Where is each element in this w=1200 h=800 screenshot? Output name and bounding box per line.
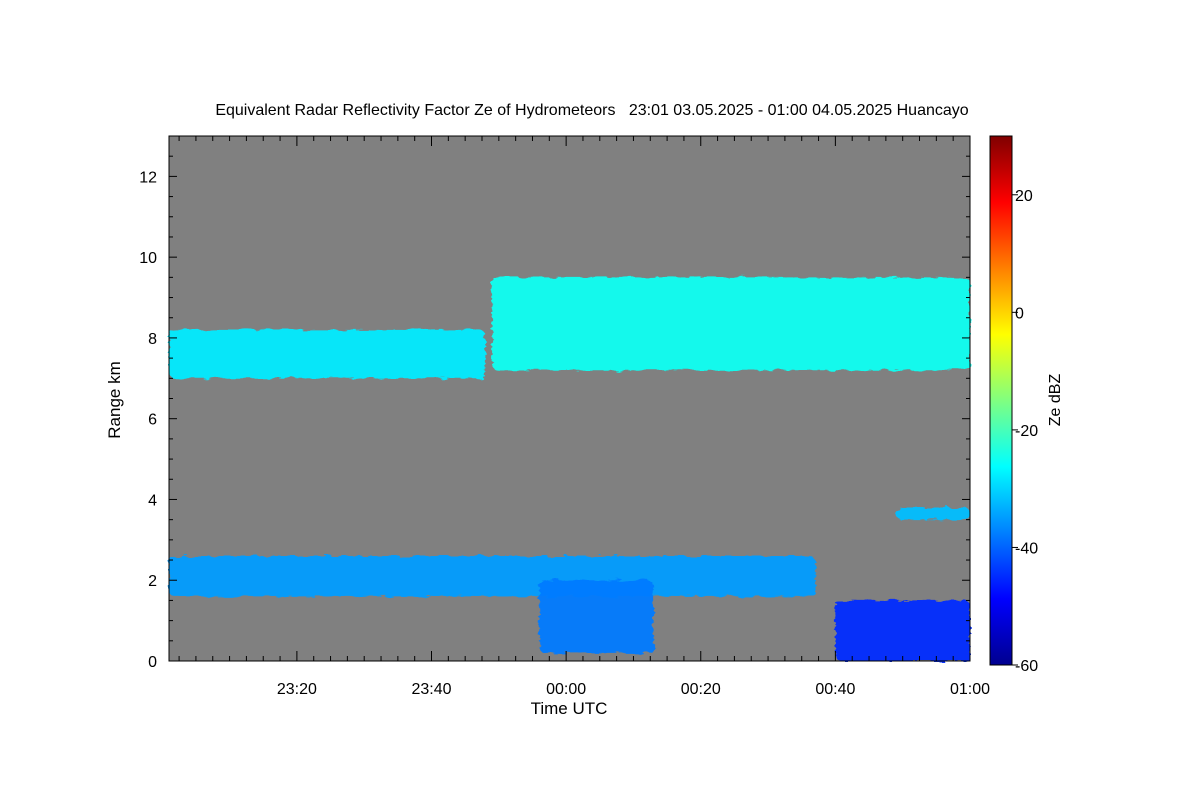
x-tick-label: 01:00	[950, 681, 990, 698]
echo-mid-level-patch	[895, 507, 970, 520]
colorbar-label: Ze dBZ	[1047, 374, 1064, 427]
x-tick-label: 00:20	[681, 681, 721, 698]
y-tick-label: 12	[139, 169, 157, 186]
x-axis: 23:20 23:40 00:00 00:20 00:40 01:00	[178, 136, 990, 698]
y-tick-label: 6	[148, 412, 157, 429]
y-tick-label: 4	[148, 492, 157, 509]
x-tick-label: 23:40	[411, 681, 451, 698]
y-tick-label: 2	[148, 573, 157, 590]
colorbar-ticks: -60 -40 -20 0 20	[1012, 188, 1038, 675]
echo-layer	[169, 277, 970, 661]
x-axis-label: Time UTC	[531, 699, 608, 718]
colorbar-tick-label: -20	[1015, 423, 1038, 440]
echo-low-layer	[169, 556, 816, 597]
x-tick-label: 23:20	[277, 681, 317, 698]
y-axis-label: Range km	[105, 361, 124, 438]
echo-fall-streak	[539, 580, 654, 653]
echo-cirrus-layer-early	[169, 329, 486, 379]
y-tick-label: 8	[148, 331, 157, 348]
x-tick-label: 00:40	[815, 681, 855, 698]
y-tick-label: 10	[139, 250, 157, 267]
chart-title: Equivalent Radar Reflectivity Factor Ze …	[215, 102, 968, 119]
echo-surface-echo	[835, 600, 970, 661]
x-tick-label: 00:00	[546, 681, 586, 698]
colorbar	[989, 135, 1013, 666]
echo-cirrus-layer-late	[492, 277, 970, 371]
colorbar-tick-label: 0	[1015, 305, 1024, 322]
y-tick-label: 0	[148, 654, 157, 671]
y-axis: 0 2 4 6 8 10 12	[139, 135, 970, 671]
colorbar-tick-label: 20	[1015, 188, 1033, 205]
colorbar-tick-label: -60	[1015, 658, 1038, 675]
colorbar-tick-label: -40	[1015, 540, 1038, 557]
